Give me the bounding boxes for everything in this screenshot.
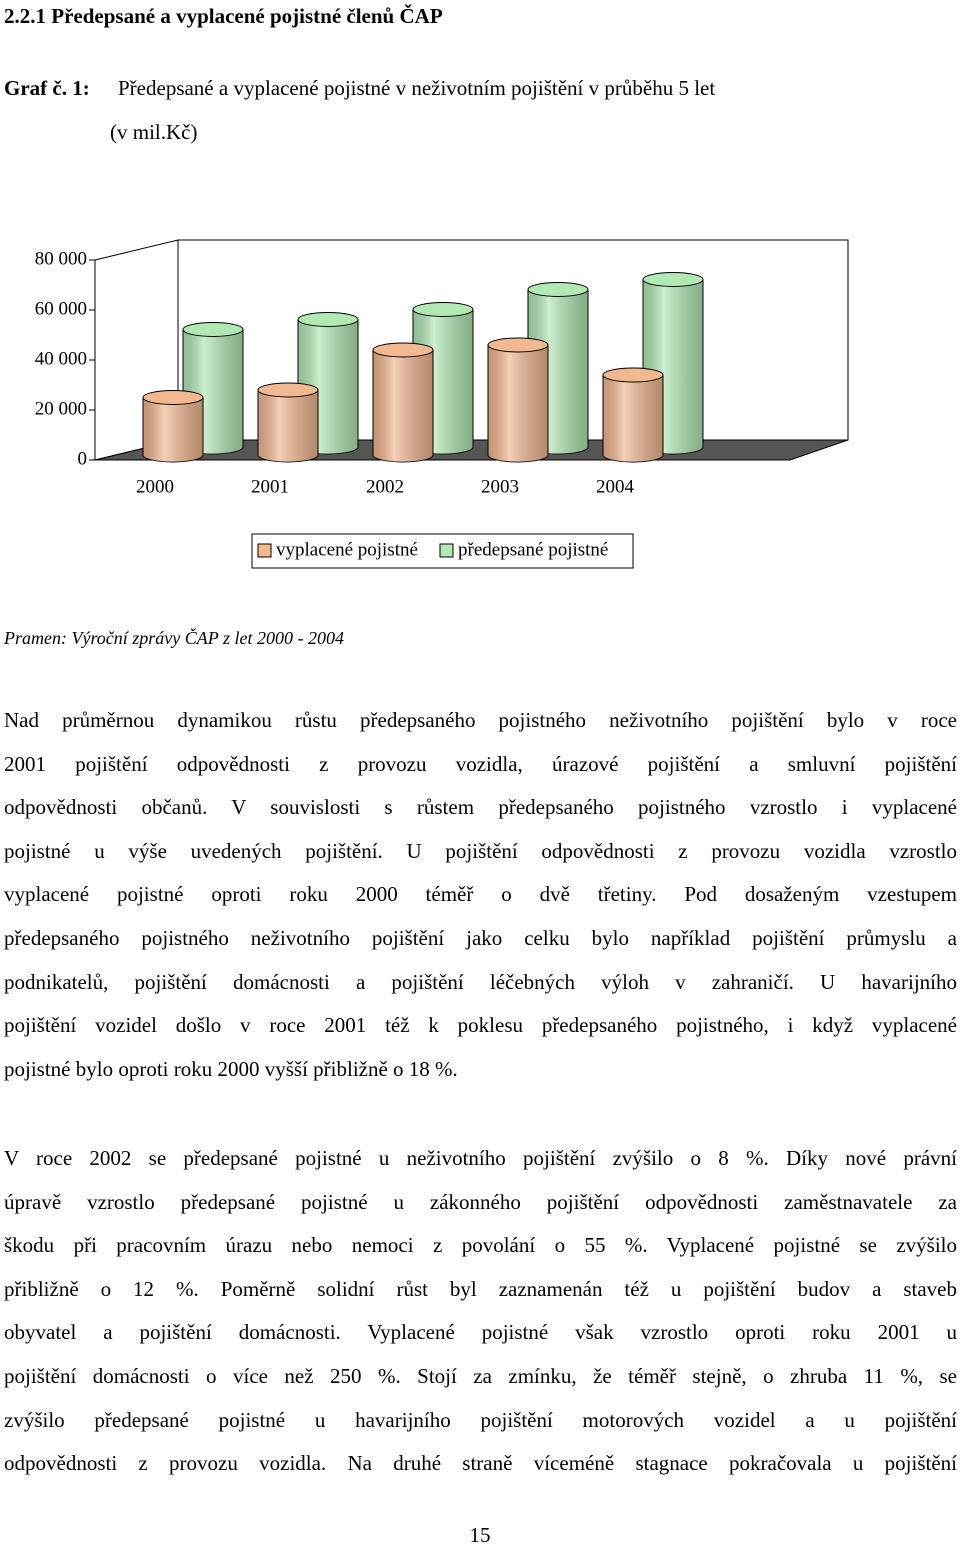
text-line: odpovědnosti z provozu vozidla. Na druhé… — [4, 1451, 957, 1476]
text-line: vyplacené pojistné oproti roku 2000 témě… — [4, 882, 957, 907]
x-tick-label: 2004 — [596, 476, 635, 497]
cylinder-top — [372, 342, 434, 358]
legend-swatch — [439, 543, 454, 558]
cylinder-top — [297, 312, 359, 327]
cylinder-top — [642, 272, 704, 287]
y-tick-label: 20 000 — [35, 398, 87, 419]
text-line: zvýšilo předepsané pojistné u havarijníh… — [4, 1407, 957, 1432]
cylinder-shade — [603, 375, 663, 462]
cylinder-top — [412, 302, 474, 317]
cylinder — [257, 382, 319, 463]
y-tick-label: 0 — [78, 448, 88, 469]
text-line: V roce 2002 se předepsané pojistné u než… — [4, 1146, 957, 1170]
cylinder — [142, 390, 204, 463]
cylinder-top — [182, 322, 244, 337]
text-line: škodu při pracovním úrazu nebo nemoci z … — [4, 1233, 957, 1258]
x-tick-label: 2001 — [251, 476, 289, 497]
cylinder — [487, 337, 549, 463]
text-line: obyvatel a pojištění domácnosti. Vyplace… — [4, 1320, 957, 1345]
source: Pramen: Výroční zprávy ČAP z let 2000 - … — [4, 628, 344, 648]
text-line: podnikatelů, pojištění domácnosti a poji… — [4, 969, 957, 994]
cylinder-top — [142, 390, 204, 405]
text-line: 2001 pojištění odpovědnosti z provozu vo… — [4, 751, 957, 776]
text-line: pojistné u výše uvedených pojištění. U p… — [4, 838, 957, 863]
text-line: Nad průměrnou dynamikou růstu předepsané… — [4, 708, 957, 732]
cylinder-top — [602, 367, 664, 383]
cylinder-top — [487, 337, 549, 353]
text-line: odpovědnosti občanů. V souvislosti s růs… — [4, 795, 957, 820]
y-tick-label: 60 000 — [35, 298, 87, 319]
text-line: předepsaného pojistného neživotního poji… — [4, 926, 957, 950]
chart: 0 20 000 40 000 60 000 80 000 2000 2001 2002 200… — [35, 239, 849, 569]
legend-label: vyplacené pojistné — [276, 539, 418, 560]
legend-swatch — [257, 543, 272, 558]
cylinder — [372, 342, 434, 463]
cylinder-shade — [488, 345, 548, 462]
page-number: 15 — [469, 1523, 491, 1547]
legend-label: předepsané pojistné — [458, 539, 608, 560]
heading: 2.2.1 Předepsané a vyplacené pojistné čl… — [4, 4, 443, 28]
x-tick-label: 2003 — [481, 476, 519, 497]
caption-unit: (v mil.Kč) — [110, 120, 198, 144]
y-tick-label: 80 000 — [35, 248, 87, 269]
y-tick-label: 40 000 — [35, 348, 87, 369]
cylinder-top — [527, 282, 589, 297]
text-line: přibližně o 12 %. Poměrně solidní růst b… — [4, 1276, 957, 1301]
text-line: pojištění domácnosti o více než 250 %. S… — [4, 1364, 957, 1388]
cylinder-shade — [258, 390, 318, 462]
x-tick-label: 2000 — [136, 476, 174, 497]
caption-text: Předepsané a vyplacené pojistné v neživo… — [118, 76, 716, 100]
text-line: pojištění vozidel došlo v roce 2001 též … — [4, 1013, 957, 1038]
text-line: úpravě vzrostlo předepsané pojistné u zá… — [4, 1189, 957, 1214]
cylinder-shade — [373, 350, 433, 462]
cylinder-top — [257, 382, 319, 398]
cylinder-shade — [143, 397, 203, 462]
cylinder — [602, 367, 664, 463]
text-line: pojistné bylo oproti roku 2000 vyšší při… — [4, 1056, 458, 1081]
x-tick-label: 2002 — [366, 476, 404, 497]
caption-label: Graf č. 1: — [4, 76, 90, 100]
